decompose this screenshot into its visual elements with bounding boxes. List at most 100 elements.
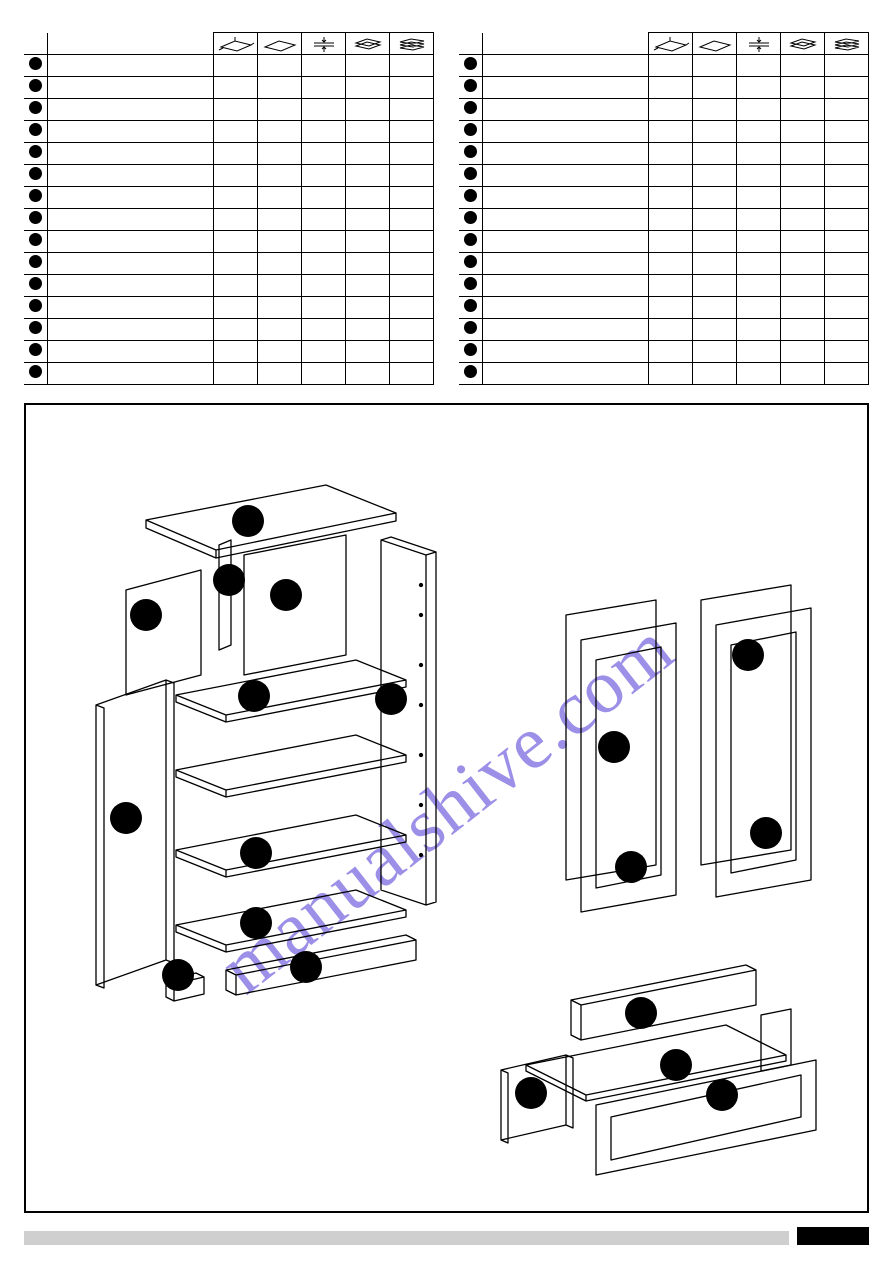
part-bullet-icon xyxy=(464,211,477,224)
table-row xyxy=(459,231,869,253)
part-bullet-icon xyxy=(464,233,477,246)
table-row xyxy=(459,187,869,209)
table-row xyxy=(24,231,434,253)
table-row xyxy=(459,297,869,319)
part-bullet-icon xyxy=(464,101,477,114)
table-row xyxy=(24,55,434,77)
callout-dot xyxy=(238,680,270,712)
callout-dot xyxy=(162,959,194,991)
part-bullet-icon xyxy=(464,123,477,136)
part-bullet-icon xyxy=(464,277,477,290)
table-row xyxy=(24,77,434,99)
header-pack-icon xyxy=(825,33,869,55)
part-bullet-icon xyxy=(464,255,477,268)
part-bullet-icon xyxy=(464,299,477,312)
callout-dot xyxy=(240,907,272,939)
part-bullet-icon xyxy=(29,299,42,312)
part-bullet-icon xyxy=(464,189,477,202)
header-thickness-icon xyxy=(737,33,781,55)
header-dim-depth-icon xyxy=(693,33,737,55)
table-row xyxy=(24,187,434,209)
header-dim-width-icon xyxy=(649,33,693,55)
table-row xyxy=(459,121,869,143)
callout-dot xyxy=(515,1077,547,1109)
part-bullet-icon xyxy=(29,321,42,334)
exploded-diagram: manualshive.com xyxy=(24,403,869,1213)
header-qty-icon xyxy=(346,33,390,55)
table-row xyxy=(459,341,869,363)
header-blank-name xyxy=(483,33,649,55)
part-bullet-icon xyxy=(29,211,42,224)
part-bullet-icon xyxy=(29,79,42,92)
parts-table-right xyxy=(459,32,869,385)
header-thickness-icon xyxy=(302,33,346,55)
part-bullet-icon xyxy=(464,145,477,158)
part-bullet-icon xyxy=(29,365,42,378)
table-header-row xyxy=(459,33,869,55)
part-bullet-icon xyxy=(29,343,42,356)
part-bullet-icon xyxy=(29,145,42,158)
header-blank-bullet xyxy=(459,33,483,55)
table-row xyxy=(24,319,434,341)
callout-dot xyxy=(232,505,264,537)
header-dim-depth-icon xyxy=(258,33,302,55)
part-bullet-icon xyxy=(464,343,477,356)
header-blank-bullet xyxy=(24,33,48,55)
part-bullet-icon xyxy=(29,167,42,180)
part-bullet-icon xyxy=(464,79,477,92)
callout-dot xyxy=(213,564,245,596)
footer-bars xyxy=(24,1227,869,1245)
part-bullet-icon xyxy=(29,189,42,202)
table-row xyxy=(24,121,434,143)
table-row xyxy=(459,253,869,275)
table-row xyxy=(459,99,869,121)
table-row xyxy=(24,297,434,319)
part-bullet-icon xyxy=(29,57,42,70)
callout-dot xyxy=(290,951,322,983)
callout-dot xyxy=(130,599,162,631)
table-row xyxy=(459,55,869,77)
header-dim-width-icon xyxy=(214,33,258,55)
part-bullet-icon xyxy=(29,101,42,114)
table-row xyxy=(459,275,869,297)
part-bullet-icon xyxy=(464,57,477,70)
parts-table-left xyxy=(24,32,434,385)
table-row xyxy=(459,77,869,99)
callout-dot xyxy=(240,837,272,869)
callout-dot xyxy=(625,997,657,1029)
table-header-row xyxy=(24,33,434,55)
table-row xyxy=(24,341,434,363)
header-blank-name xyxy=(48,33,214,55)
table-row xyxy=(459,143,869,165)
callout-dot xyxy=(615,851,647,883)
table-row xyxy=(459,165,869,187)
footer-page-block xyxy=(797,1227,869,1245)
footer-gray-bar xyxy=(24,1231,789,1245)
callout-dot xyxy=(750,817,782,849)
table-row xyxy=(24,143,434,165)
callout-dot xyxy=(598,731,630,763)
table-row xyxy=(24,253,434,275)
assembly-line-art xyxy=(26,405,869,1213)
header-qty-icon xyxy=(781,33,825,55)
part-bullet-icon xyxy=(29,277,42,290)
table-row xyxy=(24,363,434,385)
callout-dot xyxy=(375,683,407,715)
parts-tables-row xyxy=(24,32,869,385)
part-bullet-icon xyxy=(29,233,42,246)
callout-dot xyxy=(660,1049,692,1081)
callout-dot xyxy=(270,579,302,611)
table-row xyxy=(24,99,434,121)
table-row xyxy=(24,165,434,187)
table-row xyxy=(459,209,869,231)
table-row xyxy=(459,363,869,385)
header-pack-icon xyxy=(390,33,434,55)
part-name-cell xyxy=(48,55,214,77)
part-bullet-icon xyxy=(29,123,42,136)
part-bullet-icon xyxy=(464,167,477,180)
callout-dot xyxy=(110,802,142,834)
part-bullet-icon xyxy=(464,321,477,334)
table-row xyxy=(24,275,434,297)
table-row xyxy=(24,209,434,231)
part-bullet-icon xyxy=(29,255,42,268)
